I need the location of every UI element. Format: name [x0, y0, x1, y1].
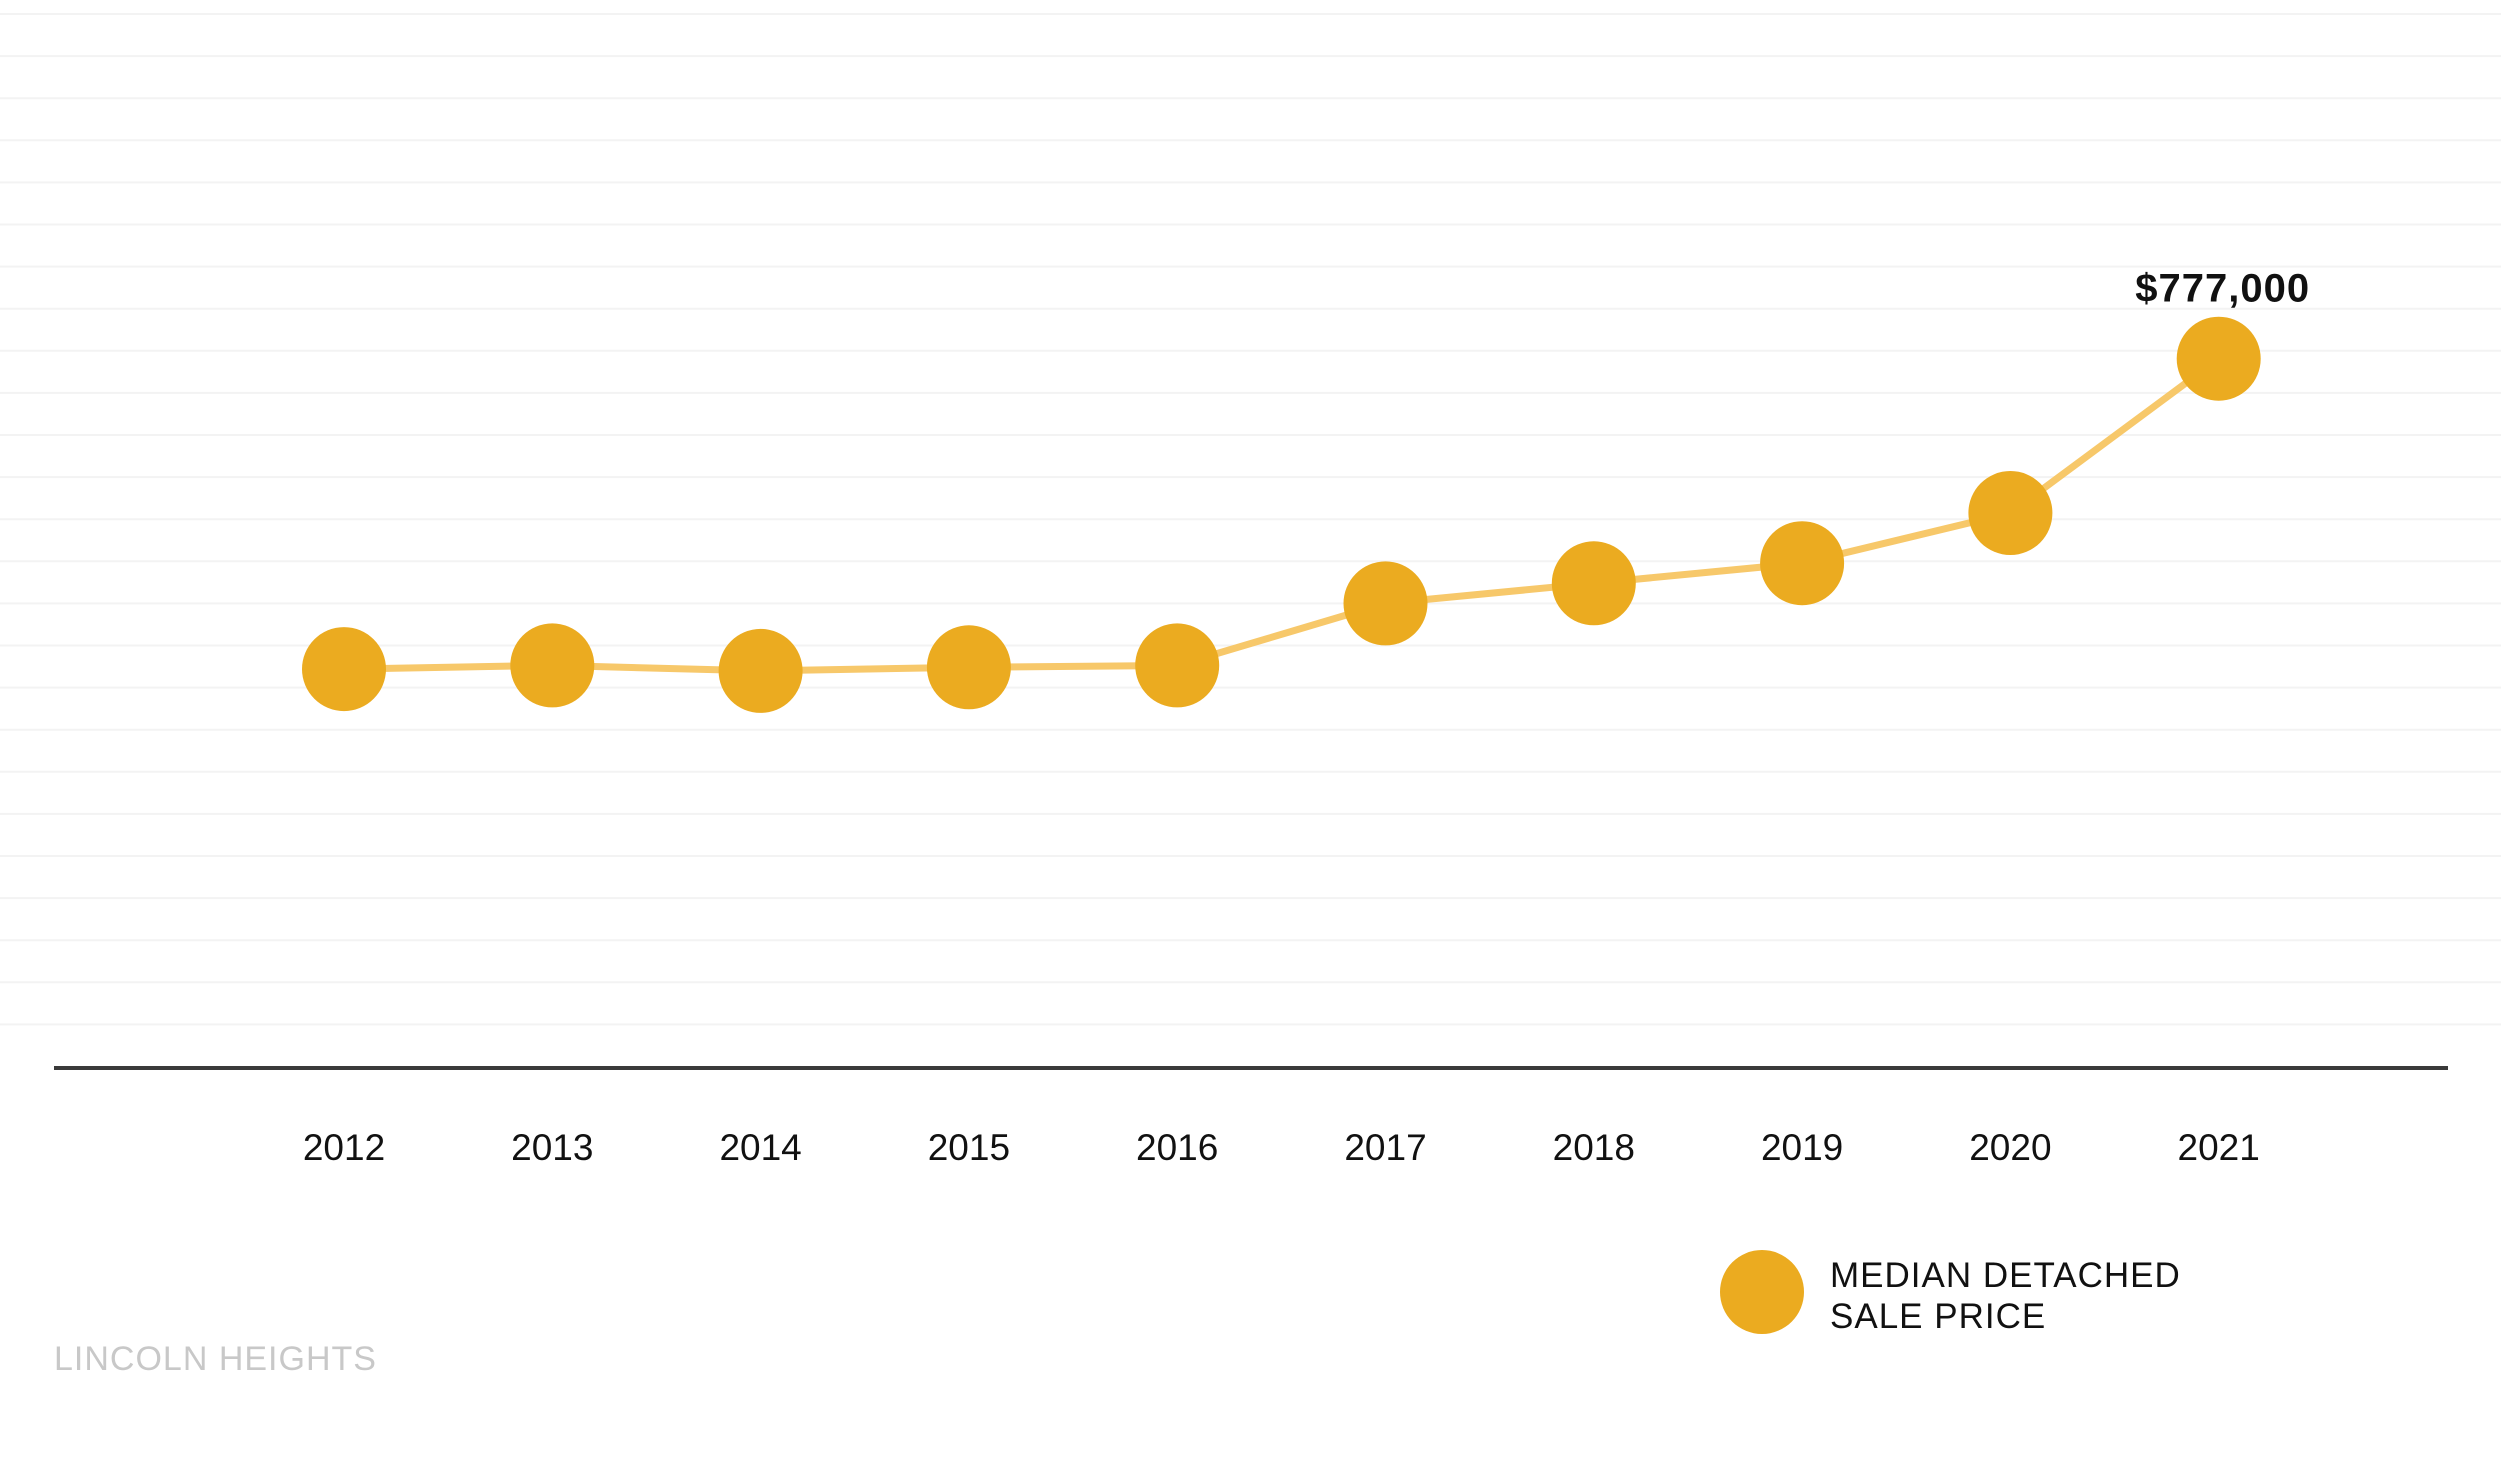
neighborhood-label: LINCOLN HEIGHTS	[54, 1340, 377, 1378]
x-tick-label: 2012	[303, 1127, 385, 1168]
legend-label-line-2: SALE PRICE	[1830, 1297, 2046, 1336]
data-point	[926, 625, 1011, 710]
data-point	[302, 627, 386, 712]
data-point	[1135, 623, 1220, 708]
x-tick-label: 2021	[2178, 1127, 2260, 1168]
data-point	[1551, 541, 1636, 626]
legend-marker	[1720, 1250, 1804, 1334]
data-point	[718, 628, 803, 713]
legend-label-line-1: MEDIAN DETACHED	[1830, 1256, 2181, 1295]
data-point	[1343, 561, 1428, 646]
x-tick-label: 2014	[719, 1127, 801, 1168]
x-tick-label: 2019	[1761, 1127, 1843, 1168]
data-labels: $777,000	[2135, 267, 2310, 311]
data-point	[2176, 316, 2261, 401]
data-label: $777,000	[2135, 267, 2310, 311]
data-points	[302, 316, 2261, 713]
x-axis-ticks: 2012 2013 2014 2015 2016 2017 2018 2019 2020 2021	[303, 1127, 2260, 1168]
x-tick-label: 2013	[511, 1127, 593, 1168]
series-median-detached-sale-price	[302, 316, 2261, 713]
data-point	[1760, 521, 1845, 606]
x-tick-label: 2018	[1553, 1127, 1635, 1168]
x-tick-label: 2017	[1344, 1127, 1426, 1168]
data-point	[510, 623, 595, 708]
x-tick-label: 2020	[1969, 1127, 2051, 1168]
x-tick-label: 2015	[928, 1127, 1010, 1168]
data-point	[1968, 471, 2053, 555]
x-tick-label: 2016	[1136, 1127, 1218, 1168]
legend: MEDIAN DETACHED SALE PRICE	[1720, 1250, 2181, 1336]
gridlines	[0, 13, 2501, 1026]
series-line	[340, 355, 2223, 675]
